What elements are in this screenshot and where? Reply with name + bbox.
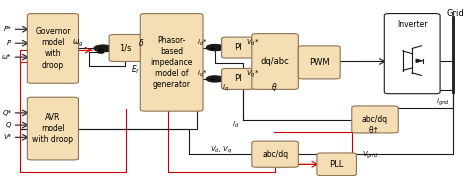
Text: Q: Q: [6, 122, 11, 128]
Text: -: -: [217, 45, 220, 55]
Text: Governor
model
with
droop: Governor model with droop: [35, 27, 71, 70]
Text: ω*: ω*: [2, 54, 11, 60]
Text: i$_{grid}$: i$_{grid}$: [436, 96, 449, 107]
Text: V$_d$, V$_q$: V$_d$, V$_q$: [210, 145, 233, 156]
Text: θ: θ: [272, 83, 276, 92]
Text: -: -: [105, 46, 109, 56]
Text: PLL: PLL: [329, 160, 344, 169]
Text: 1/s: 1/s: [119, 44, 132, 53]
Text: PI: PI: [234, 43, 242, 52]
Text: Q*: Q*: [2, 110, 11, 116]
Text: P*: P*: [4, 26, 11, 32]
Text: i$_q$: i$_q$: [222, 83, 228, 95]
Text: Phasor-
based
impedance
model of
generator: Phasor- based impedance model of generat…: [150, 36, 193, 89]
Text: ω$_g$: ω$_g$: [72, 38, 83, 48]
FancyBboxPatch shape: [298, 46, 340, 79]
Text: AVR
model
with droop: AVR model with droop: [32, 113, 73, 144]
Text: i$_q$*: i$_q$*: [197, 69, 208, 80]
Polygon shape: [416, 59, 423, 63]
FancyBboxPatch shape: [317, 153, 356, 176]
Text: V*: V*: [3, 134, 11, 140]
Text: Inverter: Inverter: [397, 19, 428, 28]
FancyBboxPatch shape: [352, 106, 398, 133]
FancyBboxPatch shape: [27, 97, 79, 160]
Text: i$_d$: i$_d$: [232, 120, 239, 130]
FancyBboxPatch shape: [109, 35, 142, 61]
FancyBboxPatch shape: [27, 14, 79, 83]
FancyBboxPatch shape: [140, 14, 203, 111]
Text: -: -: [217, 76, 220, 87]
Circle shape: [206, 44, 223, 51]
Text: +: +: [208, 44, 215, 53]
Text: E$_f$: E$_f$: [131, 64, 140, 76]
FancyBboxPatch shape: [252, 34, 298, 89]
Text: ω: ω: [98, 47, 104, 56]
FancyBboxPatch shape: [222, 68, 254, 89]
FancyBboxPatch shape: [384, 14, 440, 94]
Text: i$_d$*: i$_d$*: [197, 38, 208, 48]
Text: PWM: PWM: [309, 58, 329, 67]
FancyBboxPatch shape: [222, 37, 254, 58]
Text: Grid: Grid: [446, 9, 464, 18]
Text: P: P: [7, 40, 11, 46]
Circle shape: [206, 76, 223, 82]
Text: V$_q$*: V$_q$*: [246, 69, 259, 80]
Text: V$_{grid}$: V$_{grid}$: [362, 150, 379, 161]
Text: θ↑: θ↑: [369, 126, 380, 135]
Text: abc/dq: abc/dq: [262, 150, 288, 159]
Circle shape: [94, 45, 112, 52]
Text: +: +: [208, 75, 215, 84]
Text: PI: PI: [234, 74, 242, 83]
Text: δ: δ: [139, 39, 144, 48]
Text: abc/dq: abc/dq: [362, 115, 388, 124]
Text: V$_d$*: V$_d$*: [246, 38, 259, 48]
Text: dq/abc: dq/abc: [261, 57, 290, 66]
FancyBboxPatch shape: [252, 141, 298, 167]
Text: +: +: [96, 45, 103, 54]
